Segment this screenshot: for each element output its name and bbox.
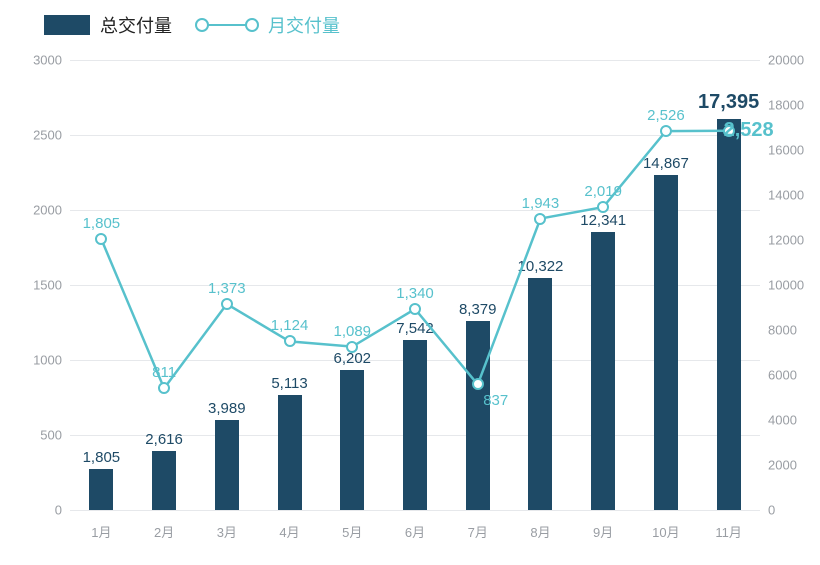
line-marker — [158, 382, 170, 394]
line-marker — [284, 335, 296, 347]
line-value-label: 837 — [483, 392, 508, 409]
line-marker — [409, 303, 421, 315]
line-value-label: 1,124 — [271, 317, 309, 334]
line-value-label: 1,805 — [83, 215, 121, 232]
line-path — [101, 131, 728, 389]
line-value-label: 1,373 — [208, 280, 246, 297]
line-marker — [597, 201, 609, 213]
line-marker — [95, 233, 107, 245]
line-value-label: 2,528 — [724, 119, 774, 142]
delivery-chart: 总交付量 月交付量 050010001500200025003000020004… — [0, 0, 820, 565]
line-marker — [660, 125, 672, 137]
line-value-label: 1,943 — [522, 195, 560, 212]
line-marker — [221, 298, 233, 310]
line-value-label: 1,340 — [396, 285, 434, 302]
line-marker — [472, 378, 484, 390]
line-layer — [0, 0, 820, 565]
line-marker — [534, 213, 546, 225]
line-marker — [346, 341, 358, 353]
line-value-label: 1,089 — [333, 323, 371, 340]
line-value-label: 2,526 — [647, 107, 685, 124]
line-value-label: 811 — [152, 364, 176, 381]
line-value-label: 2,019 — [584, 183, 622, 200]
